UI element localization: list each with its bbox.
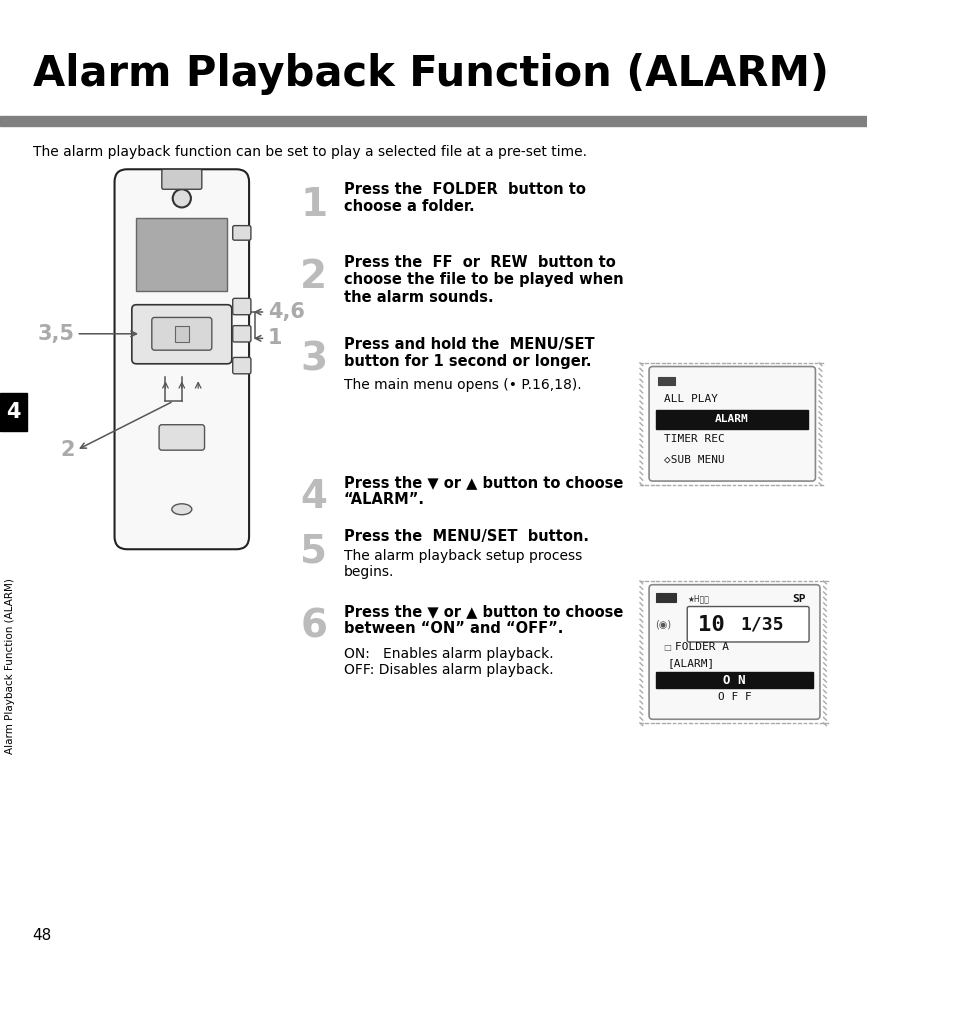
Text: Alarm Playback Function (ALARM): Alarm Playback Function (ALARM) [5, 577, 15, 753]
Text: The alarm playback function can be set to play a selected file at a pre-set time: The alarm playback function can be set t… [32, 145, 586, 158]
Ellipse shape [172, 504, 192, 515]
Text: O N: O N [722, 673, 745, 687]
FancyBboxPatch shape [648, 585, 820, 719]
Text: 5: 5 [300, 532, 327, 571]
Text: 1/35: 1/35 [740, 615, 782, 634]
Bar [174, 326, 189, 342]
Text: [ALARM]: [ALARM] [666, 658, 714, 668]
Text: 2: 2 [300, 259, 327, 296]
FancyBboxPatch shape [152, 318, 212, 351]
Text: ALARM: ALARM [714, 414, 748, 424]
Bar [0, 392, 28, 431]
Text: SP: SP [791, 594, 804, 604]
Text: □: □ [663, 643, 671, 652]
Text: 48: 48 [32, 928, 51, 943]
Text: 1: 1 [300, 186, 327, 224]
Circle shape [172, 189, 191, 207]
Text: (◉): (◉) [655, 619, 671, 630]
Text: FOLDER A: FOLDER A [674, 643, 728, 652]
Text: Press the  FOLDER  button to
choose a folder.: Press the FOLDER button to choose a fold… [343, 182, 585, 215]
FancyBboxPatch shape [233, 298, 251, 315]
Text: 3,5: 3,5 [37, 324, 74, 343]
Bar [0, 115, 866, 126]
Text: Press the ▼ or ▲ button to choose
“ALARM”.: Press the ▼ or ▲ button to choose “ALARM… [343, 474, 622, 507]
Text: 3: 3 [300, 340, 327, 378]
Text: The main menu opens (• P.16,18).: The main menu opens (• P.16,18). [343, 378, 580, 392]
Bar [658, 376, 674, 384]
Text: Press and hold the  MENU/SET
button for 1 second or longer.: Press and hold the MENU/SET button for 1… [343, 336, 594, 369]
Text: 1: 1 [268, 328, 282, 349]
Bar [656, 410, 807, 429]
FancyBboxPatch shape [233, 226, 251, 240]
FancyBboxPatch shape [648, 367, 815, 481]
FancyBboxPatch shape [686, 606, 808, 642]
Text: TIMER REC: TIMER REC [663, 434, 723, 445]
Text: The alarm playback setup process
begins.: The alarm playback setup process begins. [343, 549, 581, 579]
Text: Press the  MENU/SET  button.: Press the MENU/SET button. [343, 529, 588, 545]
Text: O F F: O F F [717, 693, 751, 702]
Text: 4: 4 [7, 402, 21, 422]
Text: 6: 6 [300, 607, 327, 646]
Text: Press the  FF  or  REW  button to
choose the file to be played when
the alarm so: Press the FF or REW button to choose the… [343, 254, 622, 305]
Text: 10: 10 [698, 614, 724, 635]
FancyBboxPatch shape [233, 358, 251, 374]
Text: 2: 2 [60, 440, 74, 460]
FancyBboxPatch shape [132, 305, 232, 364]
Bar [656, 593, 676, 602]
Bar [136, 219, 227, 291]
FancyBboxPatch shape [114, 170, 249, 549]
Text: Alarm Playback Function (ALARM): Alarm Playback Function (ALARM) [32, 53, 828, 95]
Text: ALL PLAY: ALL PLAY [663, 394, 717, 405]
Text: 4,6: 4,6 [268, 301, 305, 322]
Text: 4: 4 [300, 478, 327, 516]
Text: ON:   Enables alarm playback.
OFF: Disables alarm playback.: ON: Enables alarm playback. OFF: Disable… [343, 647, 553, 677]
FancyBboxPatch shape [233, 326, 251, 342]
Bar [656, 672, 812, 689]
Text: ◇SUB MENU: ◇SUB MENU [663, 454, 723, 464]
FancyBboxPatch shape [162, 170, 202, 189]
FancyBboxPatch shape [159, 425, 204, 450]
Text: ★HⓃⓂ: ★HⓃⓂ [686, 595, 708, 604]
Text: Press the ▼ or ▲ button to choose
between “ON” and “OFF”.: Press the ▼ or ▲ button to choose betwee… [343, 604, 622, 637]
